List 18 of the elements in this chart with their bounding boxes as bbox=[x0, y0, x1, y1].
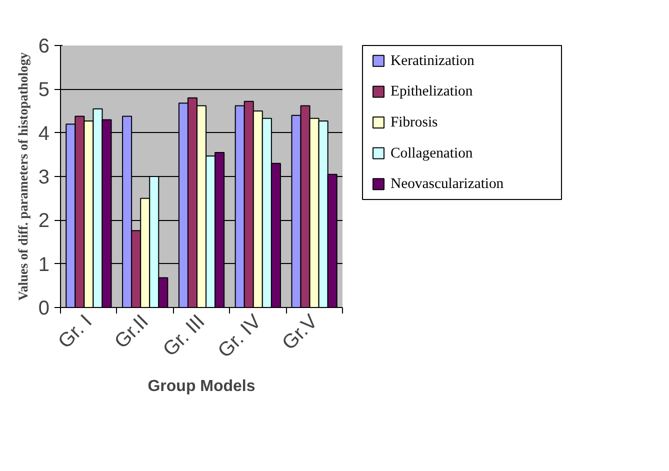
legend-label: Neovascularization bbox=[390, 176, 504, 192]
y-tick-label: 4 bbox=[38, 122, 50, 145]
x-tick-label: Gr. I bbox=[54, 310, 96, 353]
y-axis-title: Values of diff. parameters of histopathology bbox=[15, 52, 30, 301]
x-tick-label: Gr. III bbox=[159, 310, 210, 361]
y-tick-label: 3 bbox=[38, 166, 50, 188]
legend-label: Keratinization bbox=[390, 52, 475, 69]
y-tick-label: 2 bbox=[38, 210, 50, 232]
y-tick-label: 1 bbox=[38, 254, 50, 276]
x-tick-label: Gr. IV bbox=[214, 310, 266, 362]
y-tick-label: 5 bbox=[38, 79, 50, 102]
x-axis-title: Group Models bbox=[148, 378, 256, 396]
y-tick-label: 0 bbox=[38, 298, 50, 320]
legend-label: Collagenation bbox=[390, 145, 474, 162]
legend-label: Epithelization bbox=[390, 84, 474, 100]
y-tick-label: 6 bbox=[38, 36, 50, 58]
x-tick-label: Gr.II bbox=[110, 310, 153, 353]
legend-label: Fibrosis bbox=[390, 114, 438, 130]
